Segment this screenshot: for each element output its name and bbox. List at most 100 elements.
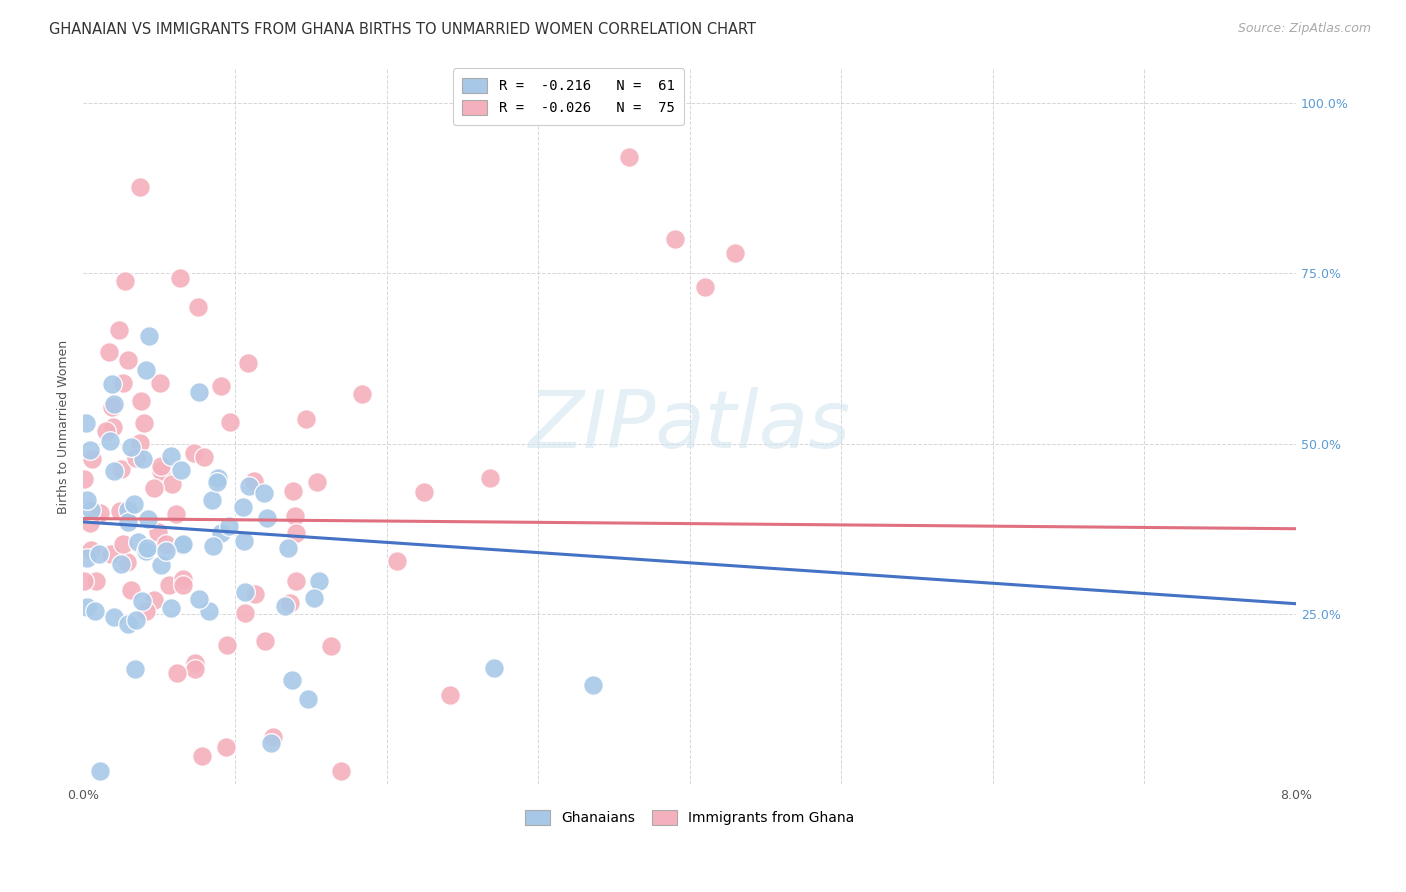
Point	[582, 678, 605, 692]
Point	[285, 574, 308, 589]
Point	[209, 526, 232, 541]
Point	[243, 587, 266, 601]
Point	[129, 394, 152, 409]
Point	[218, 415, 240, 429]
Point	[115, 555, 138, 569]
Point	[112, 537, 135, 551]
Point	[166, 665, 188, 680]
Point	[159, 449, 181, 463]
Point	[283, 483, 305, 498]
Point	[155, 537, 177, 551]
Point	[89, 764, 111, 778]
Point	[215, 740, 238, 755]
Point	[172, 572, 194, 586]
Point	[305, 475, 328, 489]
Point	[238, 479, 260, 493]
Point	[84, 574, 107, 588]
Point	[159, 601, 181, 615]
Point	[295, 411, 318, 425]
Point	[170, 462, 193, 476]
Point	[155, 544, 177, 558]
Point	[135, 604, 157, 618]
Point	[413, 484, 436, 499]
Point	[278, 596, 301, 610]
Point	[260, 735, 283, 749]
Point	[233, 585, 256, 599]
Point	[188, 591, 211, 606]
Point	[165, 508, 187, 522]
Point	[172, 537, 194, 551]
Point	[308, 574, 330, 588]
Point	[127, 534, 149, 549]
Point	[136, 512, 159, 526]
Point	[277, 541, 299, 556]
Point	[82, 452, 104, 467]
Point	[217, 638, 239, 652]
Point	[129, 180, 152, 194]
Point	[183, 446, 205, 460]
Point	[131, 594, 153, 608]
Point	[193, 450, 215, 464]
Point	[83, 603, 105, 617]
Point	[89, 506, 111, 520]
Point	[135, 544, 157, 558]
Point	[132, 417, 155, 431]
Point	[385, 554, 408, 568]
Point	[110, 462, 132, 476]
Point	[482, 661, 505, 675]
Point	[117, 515, 139, 529]
Point	[187, 300, 209, 314]
Point	[79, 516, 101, 530]
Point	[72, 472, 94, 486]
Point	[233, 534, 256, 549]
Point	[724, 245, 747, 260]
Point	[75, 417, 97, 431]
Point	[236, 356, 259, 370]
Point	[76, 599, 98, 614]
Point	[149, 376, 172, 390]
Point	[664, 232, 686, 246]
Point	[157, 578, 180, 592]
Point	[114, 275, 136, 289]
Point	[187, 384, 209, 399]
Point	[125, 613, 148, 627]
Point	[256, 511, 278, 525]
Legend: Ghanaians, Immigrants from Ghana: Ghanaians, Immigrants from Ghana	[516, 800, 863, 835]
Point	[135, 541, 157, 555]
Point	[135, 363, 157, 377]
Point	[321, 639, 343, 653]
Point	[243, 474, 266, 488]
Point	[101, 377, 124, 392]
Point	[253, 634, 276, 648]
Point	[112, 376, 135, 391]
Point	[87, 547, 110, 561]
Point	[132, 452, 155, 467]
Point	[96, 425, 118, 439]
Point	[98, 345, 121, 359]
Point	[138, 329, 160, 343]
Point	[350, 386, 373, 401]
Point	[124, 662, 146, 676]
Point	[209, 378, 232, 392]
Point	[117, 353, 139, 368]
Point	[162, 477, 184, 491]
Point	[143, 592, 166, 607]
Point	[284, 526, 307, 541]
Point	[117, 617, 139, 632]
Point	[233, 606, 256, 620]
Text: Source: ZipAtlas.com: Source: ZipAtlas.com	[1237, 22, 1371, 36]
Point	[183, 662, 205, 676]
Point	[122, 497, 145, 511]
Point	[103, 464, 125, 478]
Point	[218, 519, 240, 533]
Point	[201, 539, 224, 553]
Point	[169, 271, 191, 285]
Point	[205, 475, 228, 489]
Point	[80, 543, 103, 558]
Y-axis label: Births to Unmarried Women: Births to Unmarried Women	[58, 339, 70, 514]
Point	[100, 547, 122, 561]
Point	[207, 470, 229, 484]
Text: ZIPatlas: ZIPatlas	[529, 387, 851, 466]
Point	[120, 441, 142, 455]
Point	[170, 537, 193, 551]
